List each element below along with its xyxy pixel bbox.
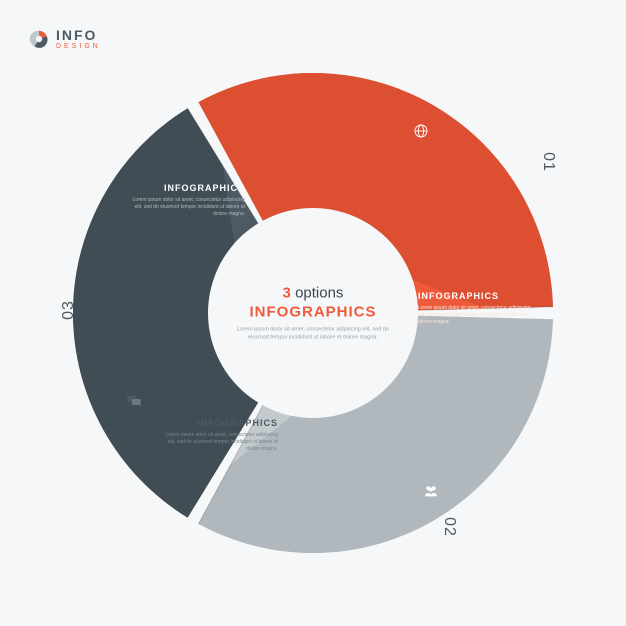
center-subtitle: INFOGRAPHICS: [228, 303, 398, 320]
center-count-word: options: [295, 284, 343, 301]
segment-3-body: Lorem ipsum dolor sit amet, consectetur …: [125, 197, 245, 218]
segment-2-label: INFOGRAPHICS Lorem ipsum dolor sit amet,…: [158, 418, 278, 453]
segment-2-body: Lorem ipsum dolor sit amet, consectetur …: [158, 432, 278, 453]
segment-3-number: 03: [60, 300, 78, 320]
users-icon: [423, 483, 439, 499]
logo-text: INFO DESIGN: [56, 28, 101, 50]
donut-chart: 3 options INFOGRAPHICS Lorem ipsum dolor…: [63, 63, 563, 563]
segment-3-label: INFOGRAPHICS Lorem ipsum dolor sit amet,…: [125, 183, 245, 218]
center-count: 3: [283, 284, 291, 301]
globe-icon: [413, 123, 429, 139]
chat-icon: [126, 393, 142, 409]
segment-2-title: INFOGRAPHICS: [158, 418, 278, 428]
segment-1-number: 01: [539, 152, 557, 172]
logo-line2: DESIGN: [56, 43, 101, 50]
logo-line1: INFO: [56, 28, 101, 42]
center-title: 3 options: [228, 284, 398, 301]
segment-1-label: INFOGRAPHICS Lorem ipsum dolor sit amet,…: [418, 291, 538, 326]
center-text: 3 options INFOGRAPHICS Lorem ipsum dolor…: [228, 284, 398, 341]
logo: INFO DESIGN: [28, 28, 101, 50]
logo-icon: [28, 28, 50, 50]
segment-3-title: INFOGRAPHICS: [125, 183, 245, 193]
center-body: Lorem ipsum dolor sit amet, consectetur …: [228, 326, 398, 341]
segment-1-body: Lorem ipsum dolor sit amet, consectetur …: [418, 305, 538, 326]
segment-2-number: 02: [440, 517, 458, 537]
segment-1-title: INFOGRAPHICS: [418, 291, 538, 301]
